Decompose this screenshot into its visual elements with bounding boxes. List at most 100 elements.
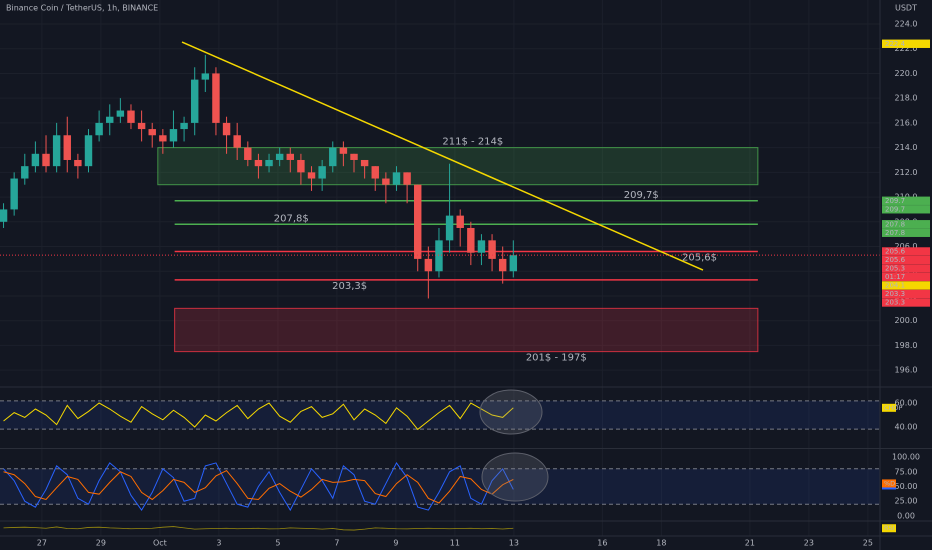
x-tick-label: Oct: [153, 539, 167, 548]
candle-body: [265, 159, 273, 167]
price-marker-label: 204.1: [885, 281, 905, 289]
x-tick-label: 9: [393, 539, 398, 548]
band: [0, 400, 880, 430]
price-marker: [882, 196, 930, 205]
price-marker-label: 205.6: [885, 247, 906, 255]
price-marker: [882, 289, 930, 299]
chart-title: Binance Coin / TetherUS, 1h, BINANCE: [6, 4, 158, 13]
price-marker: [882, 39, 930, 48]
candle-body: [350, 153, 358, 160]
legend-swatch: [882, 524, 896, 533]
y-tick-label: 212.0: [895, 168, 918, 177]
x-tick-label: 25: [863, 539, 873, 548]
price-marker: [882, 298, 930, 307]
candle-body: [456, 215, 464, 228]
candle-body: [84, 135, 93, 167]
candle-body: [212, 73, 220, 123]
candle-body: [233, 135, 241, 148]
candle-body: [21, 166, 29, 179]
y-tick-label: 222.0: [895, 44, 918, 53]
candle-body: [52, 135, 61, 167]
x-tick-label: 11: [450, 539, 460, 548]
zone: [174, 307, 759, 353]
y-tick-label: 50.00: [895, 482, 918, 491]
candle-body: [74, 159, 82, 167]
candle-body: [159, 135, 167, 142]
indicator-line: [3, 469, 514, 504]
countdown: 01:17: [885, 273, 905, 281]
candle-body: [414, 184, 422, 259]
x-tick-label: 23: [804, 539, 814, 548]
candle-body: [403, 172, 411, 185]
candle-body: [318, 166, 326, 179]
price-marker-label: 222.4: [885, 40, 906, 48]
y-tick-label: 206.0: [895, 242, 918, 251]
candle-body: [286, 153, 295, 160]
price-marker-label: 203.3: [885, 290, 905, 298]
x-tick-label: 21: [745, 539, 755, 548]
price-marker-label: 205.3: [885, 264, 905, 272]
price-marker-label: 203.3: [885, 298, 905, 306]
candle-body: [127, 110, 135, 123]
candle-body: [201, 73, 210, 80]
y-tick-label: 100.00: [892, 453, 920, 462]
y-tick-label: 196.0: [895, 366, 918, 375]
x-tick-label: 7: [334, 539, 339, 548]
candle-body: [31, 153, 40, 167]
x-tick-label: 16: [597, 539, 607, 548]
candle-body: [307, 172, 316, 179]
trend-line: [181, 41, 704, 271]
x-tick-label: 29: [96, 539, 106, 548]
y-tick-label: 25.00: [895, 497, 918, 506]
candle-body: [169, 129, 178, 142]
currency: USDT: [895, 4, 917, 13]
candle-body: [382, 178, 390, 185]
candle-body: [42, 153, 50, 167]
price-marker-label: 205.6: [885, 256, 906, 264]
candle-body: [498, 258, 507, 272]
y-tick-label: 198.0: [895, 341, 918, 350]
zone-label: 201$ - 197$: [526, 353, 587, 364]
legend-label: %D: [884, 479, 895, 487]
candle-body: [63, 135, 71, 160]
y-tick-label: 218.0: [895, 94, 918, 103]
indicator-line: [3, 461, 514, 512]
candle-body: [275, 153, 284, 160]
candle-body: [222, 122, 231, 136]
y-tick-label: 75.00: [895, 467, 918, 476]
candle-body: [488, 240, 496, 259]
price-marker-label: 207.8: [885, 220, 905, 228]
legend-label: RSI: [884, 524, 895, 532]
price-marker-label: 207.8: [885, 229, 905, 237]
x-tick-label: 5: [275, 539, 280, 548]
zone-label: 211$ - 214$: [442, 137, 503, 148]
price-marker: [882, 264, 930, 273]
price-marker-label: 209.7: [885, 205, 905, 213]
level-label: 205,6$: [682, 252, 717, 263]
candle-body: [445, 215, 454, 241]
legend-swatch: [882, 403, 896, 412]
candle-body: [95, 122, 103, 136]
candle-body: [477, 240, 486, 253]
candle-body: [137, 122, 146, 130]
y-tick-label: 220.0: [895, 69, 918, 78]
x-tick-label: 13: [509, 539, 519, 548]
candle-body: [329, 147, 337, 167]
candle-body: [424, 258, 433, 272]
candle-body: [360, 159, 369, 167]
candle-body: [339, 147, 348, 154]
y-tick-label: 60.00: [895, 399, 918, 408]
level-label: 203,3$: [332, 281, 367, 292]
x-tick-label: 3: [216, 539, 221, 548]
candle-body: [435, 240, 443, 272]
highlight-ellipse: [479, 389, 543, 435]
indicator-line: [3, 526, 514, 531]
candle-body: [106, 116, 114, 123]
candle-body: [116, 110, 125, 117]
indicator-line: [3, 402, 514, 431]
y-tick-label: 216.0: [895, 118, 918, 127]
x-tick-label: 27: [37, 539, 47, 548]
candle-body: [180, 122, 188, 130]
